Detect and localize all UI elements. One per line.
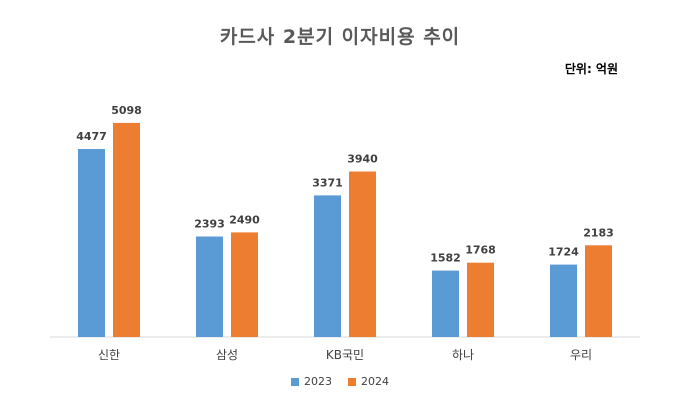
legend-label-2024: 2024 <box>361 375 389 388</box>
data-label-2024-4: 2183 <box>583 226 614 239</box>
bar-2023-0 <box>78 149 105 337</box>
data-label-2023-0: 4477 <box>76 130 107 143</box>
bar-2023-3 <box>432 270 459 337</box>
unit-label: 단위: 억원 <box>564 62 618 76</box>
legend-label-2023: 2023 <box>304 375 332 388</box>
data-label-2023-3: 1582 <box>430 252 461 265</box>
legend: 2023 2024 <box>0 375 680 388</box>
data-label-2023-1: 2393 <box>194 218 225 231</box>
bar-2024-2 <box>349 171 376 337</box>
data-label-2024-1: 2490 <box>229 213 260 226</box>
bar-2024-4 <box>585 245 612 337</box>
data-label-2023-2: 3371 <box>312 176 343 189</box>
bar-2024-3 <box>467 262 494 337</box>
legend-swatch-2023 <box>291 377 299 386</box>
bar-2024-0 <box>113 122 140 338</box>
chart-title: 카드사 2분기 이자비용 추이 <box>219 26 461 48</box>
x-tick-label-3: 하나 <box>452 348 474 362</box>
x-tick-label-4: 우리 <box>570 348 592 362</box>
x-tick-label-0: 신한 <box>98 348 120 362</box>
data-label-2024-3: 1768 <box>465 244 496 257</box>
bar-2023-2 <box>314 195 341 337</box>
data-label-2023-4: 1724 <box>548 246 579 259</box>
legend-swatch-2024 <box>348 377 356 386</box>
legend-item-2024: 2024 <box>348 375 389 388</box>
x-tick-label-1: 삼성 <box>216 348 238 362</box>
x-tick-label-2: KB국민 <box>326 348 364 362</box>
data-label-2024-0: 5098 <box>111 104 142 117</box>
bar-2024-1 <box>231 232 258 337</box>
bar-chart: 4477 5098 신한 2393 2490 삼성 3371 3940 KB국민 1582 1768… <box>50 104 640 362</box>
bar-2023-4 <box>550 264 577 337</box>
legend-item-2023: 2023 <box>291 375 332 388</box>
data-label-2024-2: 3940 <box>347 153 378 166</box>
bar-2023-1 <box>196 236 223 337</box>
